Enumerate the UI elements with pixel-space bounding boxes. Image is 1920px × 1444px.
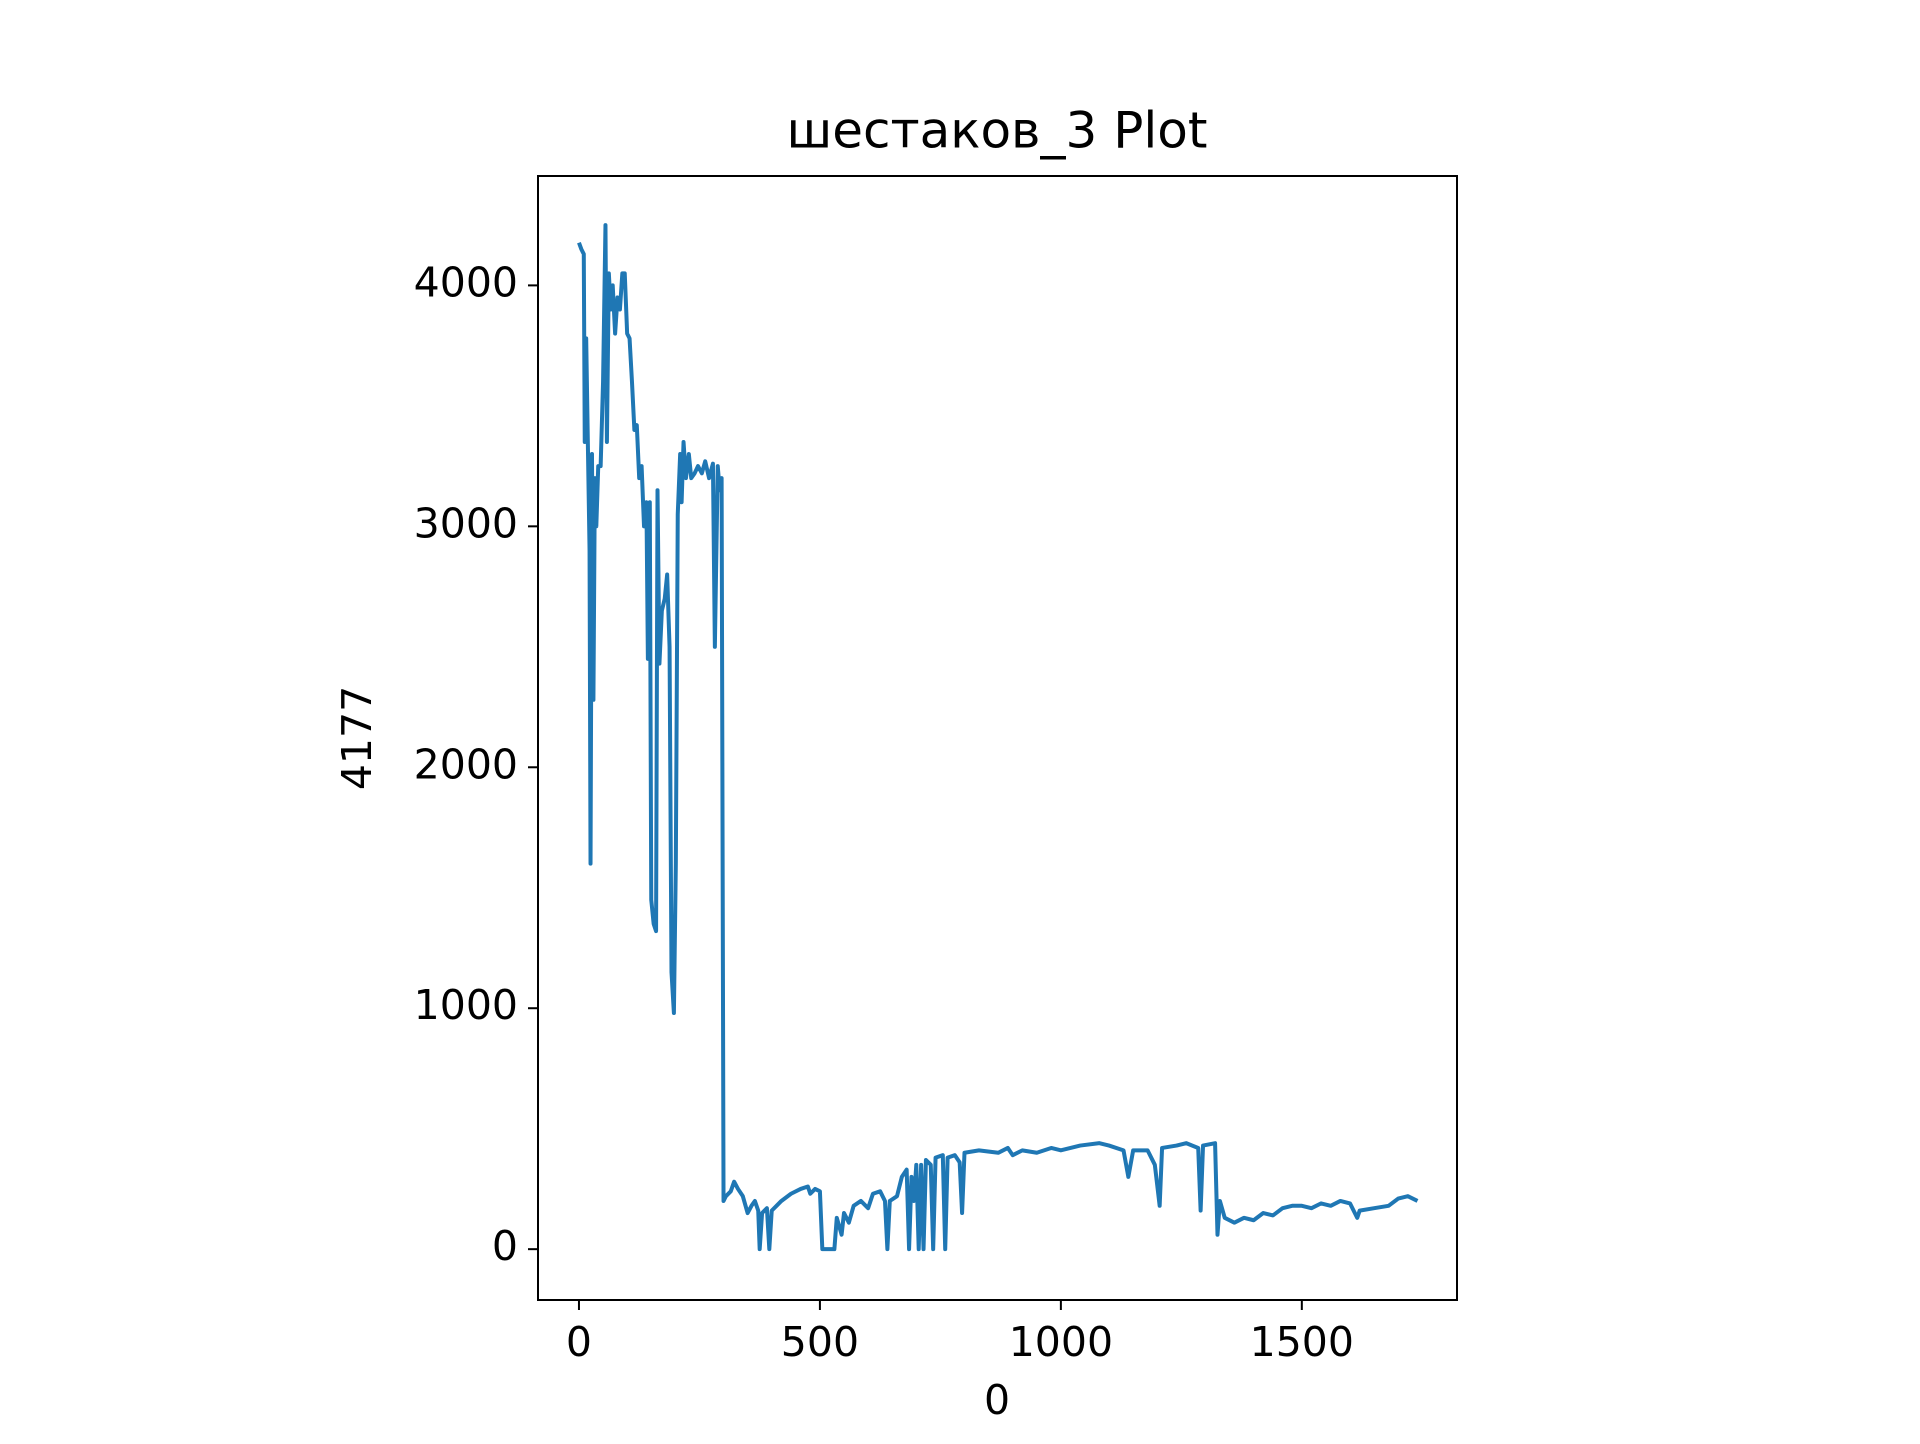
- x-axis-label: 0: [984, 1376, 1010, 1424]
- y-tick-label: 2000: [414, 740, 518, 788]
- x-tick-label: 1500: [1250, 1318, 1354, 1366]
- y-tick-label: 1000: [414, 981, 518, 1029]
- x-tick-label: 1000: [1009, 1318, 1113, 1366]
- x-tick-label: 0: [566, 1318, 592, 1366]
- x-tick-label: 500: [781, 1318, 859, 1366]
- y-tick-label: 4000: [414, 258, 518, 306]
- axes-frame: [537, 175, 1458, 1301]
- y-tick-label: 3000: [414, 499, 518, 547]
- chart-title: шестаков_3 Plot: [787, 102, 1208, 160]
- y-tick-label: 0: [492, 1222, 518, 1270]
- data-line: [577, 223, 1419, 1252]
- y-axis-label: 4177: [333, 686, 381, 790]
